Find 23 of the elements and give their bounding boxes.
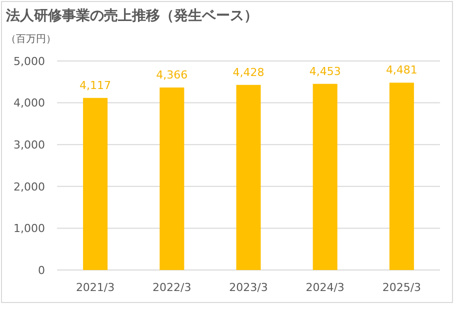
data-label: 4,481: [386, 64, 418, 77]
chart-title: 法人研修事業の売上推移（発生ベース）: [5, 8, 258, 24]
x-tick-label: 2025/3: [382, 281, 422, 294]
bar: [160, 88, 184, 270]
data-label: 4,117: [80, 78, 112, 92]
data-label: 4,453: [309, 64, 341, 78]
bar: [389, 82, 414, 270]
bar: [83, 98, 108, 270]
data-label: 4,366: [156, 68, 188, 82]
y-tick-label: 4,000: [14, 96, 45, 110]
y-tick-label: 0: [38, 264, 45, 277]
y-tick-label: 3,000: [14, 138, 45, 152]
y-tick-label: 1,000: [14, 222, 45, 236]
x-tick-label: 2024/3: [306, 281, 344, 294]
bar: [236, 84, 261, 270]
y-tick-label: 5,000: [14, 54, 45, 68]
y-axis-title: （百万円）: [6, 34, 56, 45]
data-label: 4,428: [232, 66, 264, 79]
y-tick-label: 2,000: [14, 180, 45, 194]
bar: [312, 84, 338, 270]
x-tick-label: 2022/3: [152, 281, 192, 294]
x-tick-label: 2021/3: [76, 281, 115, 294]
x-tick-label: 2023/3: [229, 281, 268, 294]
